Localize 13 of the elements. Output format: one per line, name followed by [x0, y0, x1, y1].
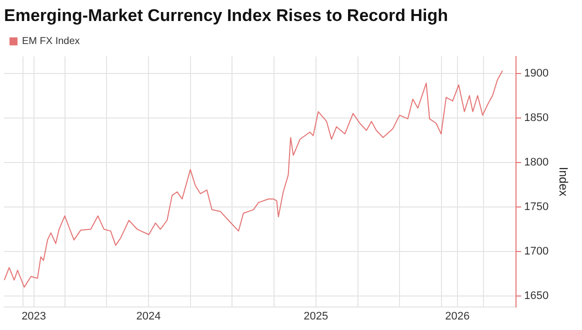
y-tick-label: 1700 — [524, 246, 549, 258]
y-tick-label: 1750 — [524, 201, 549, 214]
y-tick-label: 1650 — [524, 290, 549, 302]
x-tick-label: 2024 — [136, 310, 161, 322]
y-tick-label: 1900 — [524, 67, 549, 80]
y-axis-title: Index — [556, 166, 570, 196]
y-tick-label: 1800 — [524, 156, 549, 168]
legend-label: EM FX Index — [22, 36, 80, 48]
x-tick-label: 2026 — [445, 310, 470, 322]
x-tick-label: 2023 — [22, 310, 46, 322]
x-tick-label: 2025 — [304, 310, 328, 322]
y-tick-label: 1850 — [524, 112, 549, 124]
chart-title: Emerging-Market Currency Index Rises to Record High — [4, 6, 448, 25]
